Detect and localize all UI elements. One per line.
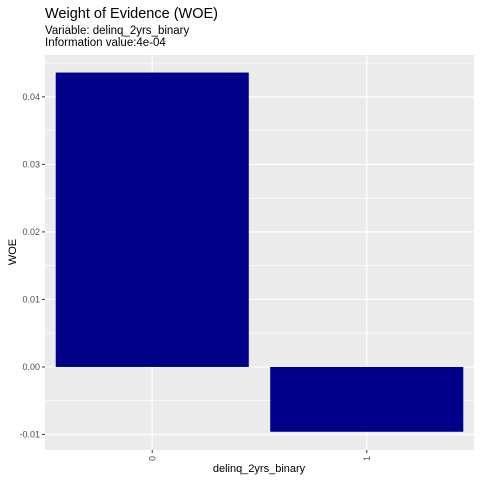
bars (55, 72, 464, 432)
bar-1 (270, 366, 464, 432)
y-axis-ticks: -0.01 0.00 0.01 0.02 0.03 0.04 (19, 92, 45, 439)
x-tick-label: 0 (147, 456, 157, 461)
bar-0 (55, 72, 249, 367)
y-tick-label: 0.02 (22, 227, 40, 237)
chart-subtitle-information-value: Information value:4e-04 (45, 37, 166, 49)
x-axis-title: delinq_2yrs_binary (213, 463, 306, 475)
y-tick-label: 0.04 (22, 92, 40, 102)
chart-title: Weight of Evidence (WOE) (45, 6, 218, 22)
x-tick-label: 1 (362, 456, 372, 461)
y-tick-label: -0.01 (19, 429, 40, 439)
y-axis-title: WOE (7, 239, 19, 265)
y-tick-label: 0.01 (22, 294, 40, 304)
chart-subtitle: Variable: delinq_2yrs_binary (45, 25, 190, 37)
y-tick-label: 0.00 (22, 362, 40, 372)
y-tick-label: 0.03 (22, 159, 40, 169)
